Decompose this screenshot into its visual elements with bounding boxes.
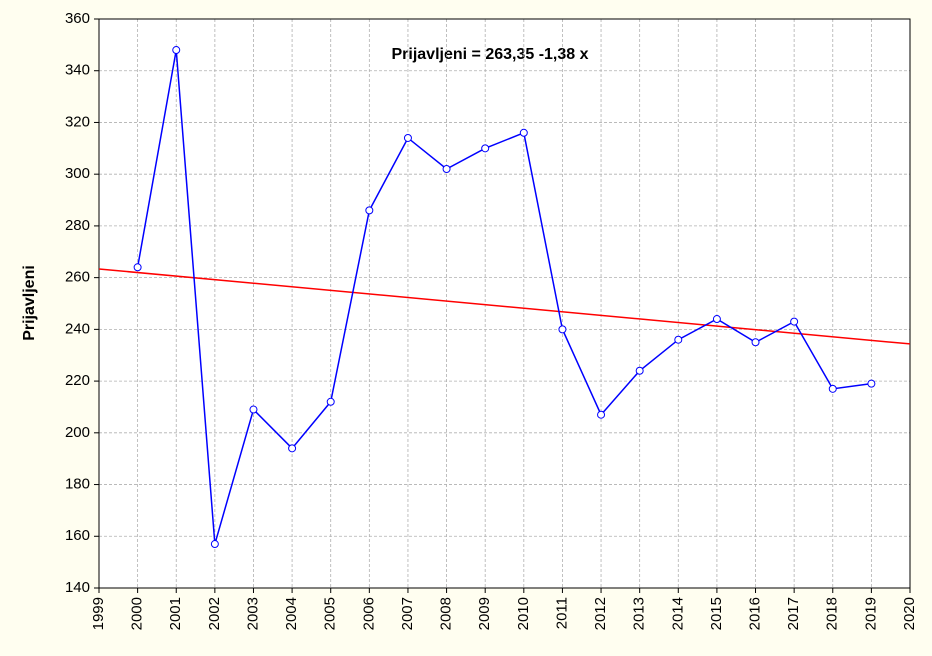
data-point — [519, 128, 528, 137]
y-tick-label: 240 — [65, 320, 90, 337]
data-point — [403, 133, 412, 142]
y-tick-label: 200 — [65, 424, 90, 441]
x-tick-label: 2014 — [669, 597, 686, 630]
y-tick-label: 260 — [65, 269, 90, 286]
data-point — [558, 325, 567, 334]
data-point — [210, 540, 219, 549]
data-point — [442, 165, 451, 174]
x-tick-label: 2008 — [438, 597, 455, 630]
plot-frame — [98, 18, 911, 589]
annotation: Prijavljeni = 263,35 -1,38 x — [391, 46, 588, 63]
data-point — [172, 46, 181, 55]
data-point — [712, 315, 721, 324]
series-line — [136, 49, 872, 545]
x-tick-label: 2016 — [746, 597, 763, 630]
data-point — [674, 335, 683, 344]
data-point — [326, 397, 335, 406]
y-tick-label: 220 — [65, 372, 90, 389]
data-point — [133, 263, 142, 272]
y-tick-label: 340 — [65, 62, 90, 79]
x-tick-label: 2001 — [167, 597, 184, 630]
x-tick-label: 2015 — [708, 597, 725, 630]
y-tick-label: 300 — [65, 165, 90, 182]
data-point — [481, 144, 490, 153]
plot-area — [99, 19, 910, 588]
x-tick-label: 2020 — [901, 597, 918, 630]
y-tick-label: 160 — [65, 527, 90, 544]
y-tick-label: 360 — [65, 10, 90, 27]
y-axis-label: Prijavljeni — [21, 265, 38, 341]
data-point — [828, 384, 837, 393]
data-point — [751, 338, 760, 347]
x-tick-label: 2009 — [476, 597, 493, 630]
data-point — [365, 206, 374, 215]
x-tick-label: 2000 — [129, 597, 146, 630]
x-tick-label: 2012 — [592, 597, 609, 630]
y-tick-label: 280 — [65, 217, 90, 234]
x-tick-label: 2003 — [244, 597, 261, 630]
x-tick-label: 2017 — [785, 597, 802, 630]
data-point — [249, 405, 258, 414]
x-tick-label: 2011 — [553, 597, 570, 629]
data-point — [635, 366, 644, 375]
x-tick-label: 2006 — [360, 597, 377, 630]
data-point — [790, 317, 799, 326]
x-tick-label: 2007 — [399, 597, 416, 630]
x-tick-label: 2004 — [283, 597, 300, 630]
x-tick-label: 2018 — [824, 597, 841, 630]
x-tick-label: 2019 — [862, 597, 879, 630]
x-tick-label: 2005 — [322, 597, 339, 630]
data-point — [867, 379, 876, 388]
x-tick-label: 2010 — [515, 597, 532, 630]
x-tick-label: 2013 — [631, 597, 648, 630]
y-tick-label: 180 — [65, 476, 90, 493]
y-tick-label: 140 — [65, 579, 90, 596]
x-tick-label: 1999 — [90, 597, 107, 630]
data-point — [288, 444, 297, 453]
x-tick-label: 2002 — [206, 597, 223, 630]
y-tick-label: 320 — [65, 113, 90, 130]
data-point — [597, 410, 606, 419]
